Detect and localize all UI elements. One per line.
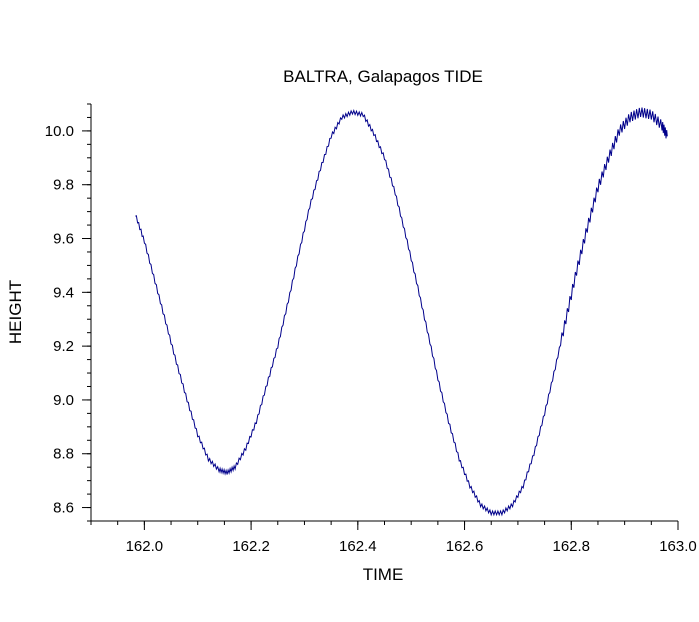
x-tick-label: 162.4 bbox=[339, 538, 377, 555]
y-axis-label: HEIGHT bbox=[6, 280, 25, 344]
y-tick-label: 9.2 bbox=[53, 338, 74, 355]
y-tick-label: 8.8 bbox=[53, 446, 74, 463]
y-tick-label: 9.6 bbox=[53, 231, 74, 248]
series-line bbox=[135, 107, 668, 517]
chart-title: BALTRA, Galapagos TIDE bbox=[283, 67, 483, 86]
x-tick-labels: 162.0 162.2 162.4 162.6 162.8 163.0 bbox=[126, 538, 697, 555]
y-tick-label: 9.0 bbox=[53, 392, 74, 409]
x-tick-label: 162.6 bbox=[446, 538, 484, 555]
y-tick-label: 9.8 bbox=[53, 177, 74, 194]
x-tick-label: 162.8 bbox=[552, 538, 590, 555]
x-ticks bbox=[90, 521, 679, 530]
x-tick-label: 162.2 bbox=[232, 538, 270, 555]
x-axis-label: TIME bbox=[363, 565, 404, 584]
y-tick-labels: 8.6 8.8 9.0 9.2 9.4 9.6 9.8 10.0 bbox=[45, 123, 74, 517]
x-tick-label: 162.0 bbox=[126, 538, 164, 555]
x-tick-label: 163.0 bbox=[659, 538, 697, 555]
y-tick-label: 9.4 bbox=[53, 284, 74, 301]
y-tick-label: 8.6 bbox=[53, 500, 74, 517]
y-ticks bbox=[82, 103, 91, 522]
y-tick-label: 10.0 bbox=[45, 123, 74, 140]
